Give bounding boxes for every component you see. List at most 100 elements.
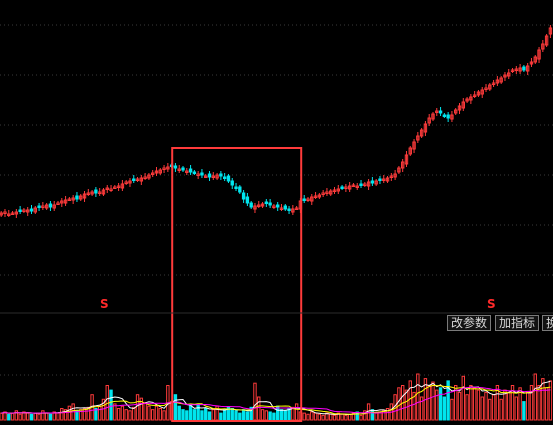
candle-body	[302, 198, 306, 201]
candle-body	[518, 67, 522, 72]
volume-bar	[537, 385, 541, 421]
candle-body	[132, 178, 136, 181]
volume-bar	[18, 413, 22, 421]
volume-bar	[325, 412, 329, 421]
candle-body	[241, 192, 246, 200]
candle-body	[514, 68, 519, 71]
volume-bar	[245, 411, 250, 421]
volume-bar	[548, 380, 553, 421]
volume-bar	[162, 410, 166, 421]
candle-body	[215, 174, 219, 179]
volume-bar	[484, 391, 488, 421]
volume-bar	[56, 412, 60, 421]
volume-bar	[404, 389, 409, 421]
candle-body	[507, 72, 511, 77]
candle-body	[548, 27, 553, 35]
volume-bar	[283, 410, 287, 421]
volume-bar	[359, 414, 363, 421]
volume-bar	[499, 398, 503, 421]
volume-bar	[120, 405, 125, 421]
candle-body	[412, 141, 416, 150]
candle-body	[442, 114, 447, 117]
volume-bar	[529, 385, 534, 421]
candle-body	[222, 176, 227, 179]
volume-bar	[264, 410, 269, 421]
candle-body	[544, 35, 549, 46]
volume-bar	[518, 387, 522, 421]
candle-body	[181, 167, 185, 171]
volume-bar	[26, 412, 30, 421]
volume-ma-line	[1, 380, 551, 416]
candle-body	[63, 199, 68, 204]
volume-bar	[302, 412, 306, 421]
volume-bar	[204, 408, 208, 421]
candle-body	[306, 198, 310, 201]
volume-bar	[3, 411, 7, 421]
candle-body	[173, 165, 178, 169]
volume-bar	[22, 411, 26, 421]
candle-body	[120, 183, 125, 189]
volume-ma-line	[1, 386, 551, 414]
volume-bar	[14, 410, 19, 421]
candle-body	[249, 202, 253, 208]
volume-bar	[101, 398, 106, 421]
add-indicator-button[interactable]: 加指标	[495, 315, 540, 331]
volume-bar	[143, 402, 147, 421]
volume-bar	[310, 411, 314, 421]
volume-bar	[181, 409, 185, 421]
candle-body	[162, 167, 166, 170]
switch-button[interactable]: 换	[542, 315, 553, 331]
candle-body	[230, 180, 234, 186]
candle-body	[71, 197, 75, 201]
candle-body	[272, 205, 276, 208]
candle-body	[537, 49, 541, 60]
modify-params-button[interactable]: 改参数	[447, 315, 492, 331]
volume-bar	[457, 391, 462, 421]
candle-body	[472, 94, 477, 97]
volume-bar	[454, 385, 458, 421]
candle-body	[264, 201, 269, 204]
volume-bar	[431, 381, 435, 421]
candle-body	[234, 186, 238, 189]
candle-body	[94, 189, 98, 194]
volume-bar	[132, 406, 136, 421]
volume-bar	[476, 389, 481, 421]
chart-grid	[0, 24, 553, 376]
candle-body	[329, 190, 333, 195]
volume-bar	[525, 391, 530, 421]
candle-body	[139, 177, 144, 182]
volume-bar	[313, 412, 318, 421]
volume-bar	[158, 408, 162, 421]
volume-bar	[48, 413, 53, 421]
volume-bar	[7, 413, 11, 421]
candle-body	[22, 209, 26, 212]
candle-body	[495, 79, 500, 84]
candle-body	[48, 203, 53, 208]
volume-bar	[332, 414, 337, 421]
candle-body	[416, 135, 420, 141]
candle-body	[75, 195, 79, 200]
volume-bar	[151, 409, 155, 421]
candle-body	[347, 185, 352, 190]
volume-bar	[128, 410, 132, 421]
candle-body	[109, 188, 113, 191]
candle-body	[522, 66, 526, 71]
volume-bar	[241, 409, 246, 421]
candle-body	[90, 191, 94, 195]
candle-body	[154, 170, 159, 174]
candle-body	[116, 185, 121, 188]
candle-body	[29, 208, 34, 212]
volume-bar	[522, 401, 526, 421]
volume-bar	[385, 408, 390, 421]
candle-body	[408, 147, 412, 155]
volume-bar	[253, 382, 257, 421]
volume-bar	[200, 410, 204, 421]
volume-bar	[211, 409, 215, 421]
volume-bar	[185, 410, 189, 421]
volume-bar	[329, 413, 333, 421]
candle-body	[86, 192, 91, 195]
volume-bar	[363, 410, 367, 421]
volume-bar	[113, 403, 117, 421]
candle-body	[67, 198, 72, 201]
candle-body	[188, 168, 193, 173]
